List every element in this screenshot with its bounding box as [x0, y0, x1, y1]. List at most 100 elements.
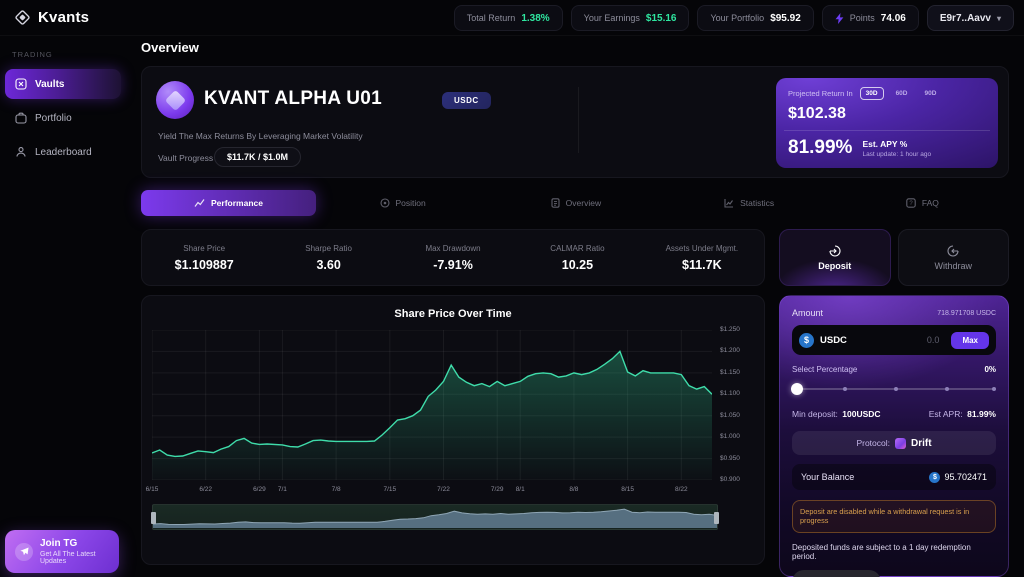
your-portfolio-label: Your Portfolio [710, 13, 765, 23]
tab-position[interactable]: Position [316, 190, 489, 216]
protocol-label: Protocol: [856, 438, 890, 448]
vault-icon [15, 78, 27, 90]
period-button-90d[interactable]: 90D [924, 90, 937, 97]
stat-aum: Assets Under Mgmt. $11.7K [640, 244, 764, 272]
slider-dot-25[interactable] [843, 387, 847, 391]
projected-return-amount: $102.38 [788, 105, 846, 122]
available-balance: 718.971708 USDC [937, 309, 996, 317]
projected-return-label: Projected Return In [788, 89, 853, 98]
points-label: Points [849, 13, 875, 23]
your-portfolio-value: $95.92 [770, 12, 801, 24]
sidebar: TRADING Vaults Portfolio Leaderboard Jo [0, 36, 126, 577]
lightning-icon [835, 12, 844, 24]
redemption-note: Deposited funds are subject to a 1 day r… [792, 542, 971, 561]
stat-value: -7.91% [433, 257, 473, 272]
max-button[interactable]: Max [951, 331, 989, 349]
slider-dot-100[interactable] [992, 387, 996, 391]
drift-logo-icon [894, 437, 906, 449]
portfolio-icon [15, 112, 27, 124]
tab-label: Performance [211, 198, 263, 208]
vault-avatar-icon [156, 81, 194, 119]
leaderboard-icon [15, 146, 27, 158]
join-tg-button[interactable]: Join TG Get All The Latest Updates [5, 530, 119, 573]
period-button-60d[interactable]: 60D [895, 90, 908, 97]
withdraw-tab-button[interactable]: Withdraw [897, 229, 1009, 286]
vault-name: KVANT ALPHA U01 [204, 88, 382, 109]
stat-value: $1.109887 [174, 257, 234, 272]
amount-input[interactable] [899, 335, 940, 345]
faq-icon: ? [906, 198, 916, 208]
vault-progress-value: $11.7K / $1.0M [214, 147, 302, 167]
protocol-button[interactable]: Protocol: Drift [792, 431, 996, 455]
tab-faq[interactable]: ? FAQ [836, 190, 1009, 216]
slider-dot-75[interactable] [945, 387, 949, 391]
your-portfolio-pill: Your Portfolio $95.92 [697, 5, 814, 31]
usdc-icon: $ [929, 471, 941, 483]
stat-label: Max Drawdown [425, 243, 481, 253]
withdraw-tab-label: Withdraw [934, 260, 972, 271]
tab-overview[interactable]: Overview [489, 190, 662, 216]
sidebar-item-leaderboard[interactable]: Leaderboard [5, 137, 121, 167]
deposit-panel: Amount 718.971708 USDC $ USDC Max Select… [779, 295, 1009, 577]
deposit-withdraw-toggle: Deposit Withdraw [779, 229, 1009, 286]
usdc-icon: $ [799, 332, 814, 348]
wallet-dropdown[interactable]: E9r7..Aavv ▾ [926, 5, 1014, 31]
slider-dot-50[interactable] [894, 387, 898, 391]
total-return-label: Total Return [466, 13, 516, 23]
withdraw-icon [947, 244, 959, 257]
deposit-tab-button[interactable]: Deposit [779, 229, 891, 286]
select-percentage-label: Select Percentage [792, 365, 858, 374]
your-earnings-value: $15.16 [645, 12, 677, 24]
points-value: 74.06 [880, 12, 906, 24]
brand-logo: Kvants [0, 9, 89, 26]
stat-value: 3.60 [316, 257, 341, 272]
sidebar-item-label: Leaderboard [35, 146, 92, 158]
position-icon [379, 198, 390, 208]
chart-range-brush[interactable] [151, 504, 719, 530]
min-deposit-label: Min deposit: [792, 409, 838, 419]
stat-label: Share Price [183, 243, 226, 253]
sidebar-item-vaults[interactable]: Vaults [5, 69, 121, 99]
points-pill: Points 74.06 [821, 5, 919, 31]
tab-statistics[interactable]: Statistics [663, 190, 836, 216]
tab-bar: Performance Position Overview Statistics… [141, 190, 1009, 216]
est-apr-label: Est APR: [928, 409, 963, 419]
sidebar-item-label: Portfolio [35, 112, 72, 124]
statistics-icon [724, 198, 734, 208]
apy-label: Est. APY % [862, 138, 908, 149]
tab-performance[interactable]: Performance [141, 190, 316, 216]
confirm-deposit-button[interactable]: Confirm Deposit [792, 569, 881, 577]
deposit-tab-label: Deposit [818, 260, 852, 271]
page-title: Overview [141, 40, 199, 55]
deposit-icon [829, 244, 841, 257]
total-return-value: 1.38% [521, 12, 550, 24]
overview-icon [551, 198, 560, 208]
vault-header-card: KVANT ALPHA U01 USDC Yield The Max Retur… [141, 66, 1009, 178]
join-tg-subtitle: Get All The Latest Updates [40, 551, 96, 565]
stat-value: 10.25 [561, 257, 594, 272]
slider-handle[interactable] [791, 383, 803, 395]
percentage-slider[interactable] [791, 383, 996, 395]
amount-label: Amount [792, 308, 824, 318]
kvants-logo-icon [14, 9, 31, 26]
join-tg-title: Join TG [40, 538, 78, 549]
tab-label: Position [395, 198, 426, 208]
balance-label: Your Balance [801, 472, 855, 482]
balance-value: 95.702471 [944, 472, 987, 482]
vault-progress-label: Vault Progress [158, 153, 214, 163]
period-button-30d[interactable]: 30D [859, 87, 884, 100]
stat-max-drawdown: Max Drawdown -7.91% [391, 244, 515, 272]
your-earnings-label: Your Earnings [583, 13, 640, 23]
divider [578, 87, 579, 153]
brand-name: Kvants [38, 9, 90, 26]
brush-handle-right[interactable] [714, 512, 719, 524]
svg-text:?: ? [909, 201, 913, 207]
sidebar-item-portfolio[interactable]: Portfolio [5, 103, 121, 133]
share-price-chart-card: Share Price Over Time $1.250 $1.200 $1.150… [141, 295, 765, 565]
stat-sharpe-ratio: Sharpe Ratio 3.60 [266, 244, 390, 272]
brush-handle-left[interactable] [151, 512, 156, 524]
projected-return-card: Projected Return In 30D 60D 90D $102.38 … [776, 78, 998, 168]
min-deposit-value: 100USDC [842, 409, 881, 419]
wallet-address: E9r7..Aavv [939, 12, 991, 24]
